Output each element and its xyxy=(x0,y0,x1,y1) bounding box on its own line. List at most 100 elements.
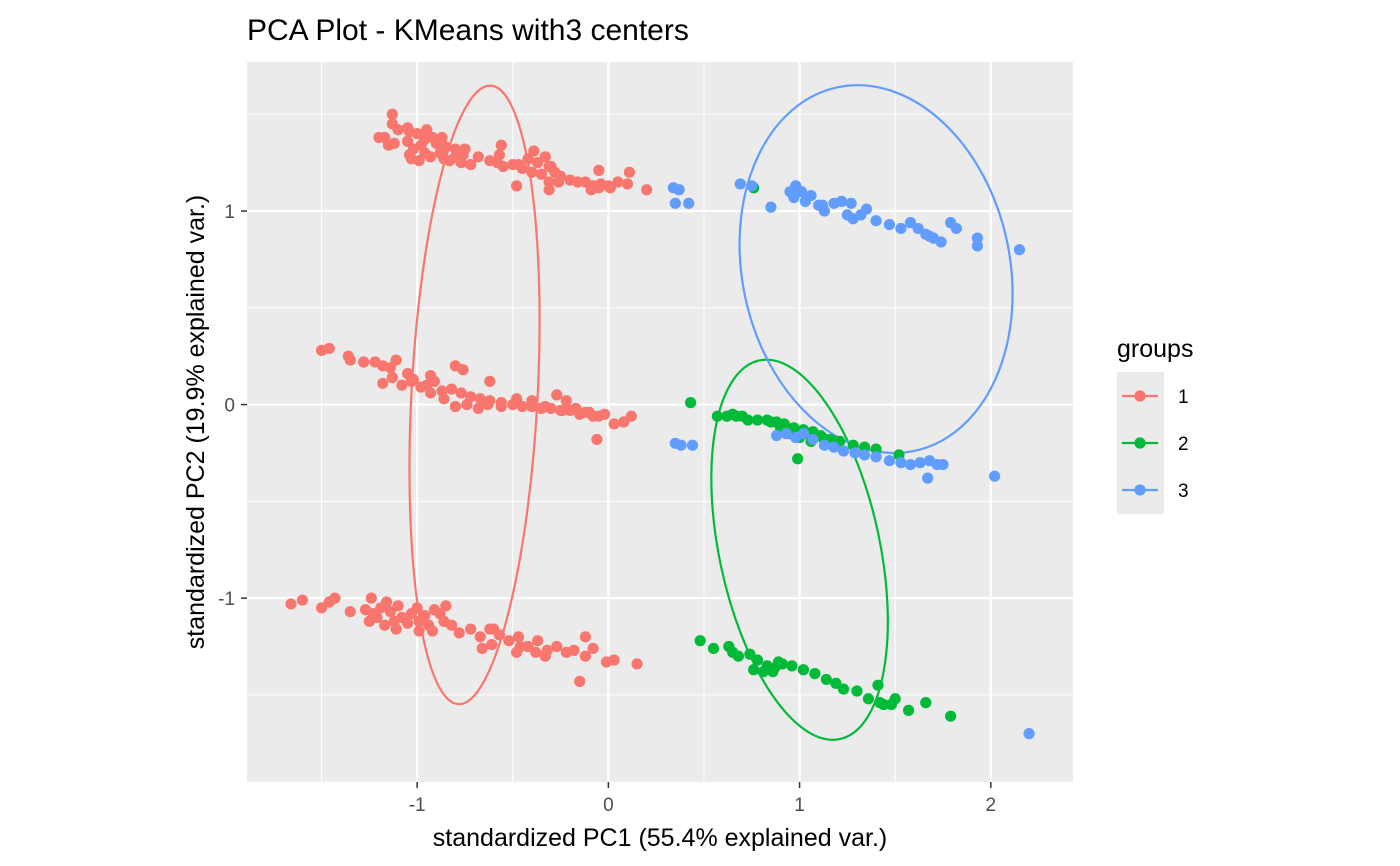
cluster-ellipses xyxy=(408,84,1014,741)
data-point-group-3 xyxy=(765,201,777,213)
data-point-group-3 xyxy=(989,470,1001,482)
data-point-group-3 xyxy=(870,451,882,463)
data-point-group-2 xyxy=(820,673,832,686)
data-point-group-3 xyxy=(675,439,687,451)
data-point-group-1 xyxy=(516,400,528,413)
data-point-group-1 xyxy=(497,160,509,173)
data-point-group-1 xyxy=(556,404,569,416)
data-point-group-1 xyxy=(482,398,494,411)
data-point-group-1 xyxy=(472,151,484,163)
data-point-group-1 xyxy=(522,153,534,165)
data-point-group-1 xyxy=(539,650,551,662)
data-point-group-1 xyxy=(384,362,397,374)
data-point-group-2 xyxy=(684,397,697,409)
legend-items: 1 2 3 xyxy=(1122,387,1189,502)
data-point-group-1 xyxy=(495,400,507,413)
data-point-group-1 xyxy=(424,387,437,399)
chart-title: PCA Plot - KMeans with3 centers xyxy=(247,14,689,47)
data-point-group-2 xyxy=(830,677,842,689)
data-point-group-2 xyxy=(837,683,850,695)
data-point-group-1 xyxy=(553,176,565,188)
data-point-group-1 xyxy=(598,408,611,420)
legend-label-1: 1 xyxy=(1178,387,1189,408)
data-point-group-3 xyxy=(895,222,907,235)
data-point-group-1 xyxy=(560,395,572,407)
data-point-group-1 xyxy=(532,635,544,647)
data-point-group-1 xyxy=(323,342,335,355)
data-point-group-1 xyxy=(445,383,458,395)
data-point-group-1 xyxy=(436,131,448,144)
data-point-group-1 xyxy=(608,418,620,430)
x-tick-label: 0 xyxy=(603,795,614,816)
data-point-group-1 xyxy=(641,184,653,196)
data-point-group-1 xyxy=(315,602,328,614)
data-point-group-1 xyxy=(384,606,397,618)
data-point-group-1 xyxy=(382,139,395,151)
legend-key-point-1 xyxy=(1134,390,1146,402)
data-point-group-1 xyxy=(405,375,418,387)
data-point-group-2 xyxy=(851,685,863,697)
data-point-group-1 xyxy=(568,644,580,656)
cluster-ellipse-2 xyxy=(710,358,889,741)
data-point-group-2 xyxy=(945,710,957,722)
data-point-group-1 xyxy=(551,389,563,401)
data-point-group-1 xyxy=(373,131,385,144)
data-point-group-1 xyxy=(285,598,297,610)
y-axis-title: standardized PC2 (19.9% explained var.) xyxy=(182,195,210,649)
cluster-ellipse-3 xyxy=(738,84,1014,455)
data-point-group-2 xyxy=(858,441,871,453)
data-point-group-1 xyxy=(424,151,437,163)
legend-label-2: 2 xyxy=(1178,434,1189,455)
data-point-group-1 xyxy=(455,387,467,399)
data-point-group-1 xyxy=(438,393,450,405)
data-point-group-1 xyxy=(413,625,425,637)
data-point-group-3 xyxy=(904,458,917,471)
data-point-group-2 xyxy=(862,693,875,705)
data-point-group-2 xyxy=(786,660,798,672)
data-point-group-1 xyxy=(593,164,605,176)
data-point-group-1 xyxy=(390,354,402,366)
data-point-group-1 xyxy=(434,608,446,620)
data-point-group-2 xyxy=(742,414,754,426)
data-point-group-1 xyxy=(503,635,515,647)
data-point-group-1 xyxy=(457,149,469,161)
data-point-group-1 xyxy=(612,176,624,188)
data-point-group-2 xyxy=(744,648,756,660)
cluster-ellipse-1 xyxy=(408,84,541,706)
data-point-group-1 xyxy=(532,157,544,169)
data-point-group-1 xyxy=(449,143,462,155)
data-point-group-3 xyxy=(870,215,882,227)
data-point-group-3 xyxy=(912,222,924,235)
y-tick-label: 0 xyxy=(224,396,235,417)
data-point-group-1 xyxy=(526,395,538,407)
data-point-group-2 xyxy=(797,664,810,676)
data-point-group-1 xyxy=(528,145,540,157)
data-point-group-2 xyxy=(870,443,882,455)
data-point-group-1 xyxy=(474,631,486,643)
data-point-group-1 xyxy=(530,646,542,658)
data-point-group-1 xyxy=(551,640,563,653)
data-point-group-2 xyxy=(902,704,915,716)
legend-label-3: 3 xyxy=(1178,481,1189,502)
data-point-group-2 xyxy=(751,414,764,426)
legend: groups 1 2 3 xyxy=(1117,335,1193,514)
data-point-group-2 xyxy=(694,635,706,647)
data-point-group-1 xyxy=(392,600,404,612)
data-point-group-3 xyxy=(669,197,681,209)
data-point-group-2 xyxy=(772,656,785,668)
data-point-group-1 xyxy=(621,178,634,190)
legend-key-point-2 xyxy=(1134,437,1146,449)
y-axis-ticks: -1 0 1 xyxy=(218,202,247,610)
data-point-group-2 xyxy=(878,698,890,711)
data-point-group-2 xyxy=(748,664,760,676)
data-point-group-1 xyxy=(591,433,603,446)
data-point-group-1 xyxy=(512,158,525,171)
data-point-group-3 xyxy=(845,197,857,209)
data-point-group-3 xyxy=(937,458,949,471)
data-point-group-3 xyxy=(935,236,947,248)
data-point-group-1 xyxy=(415,381,427,393)
data-point-group-3 xyxy=(837,445,850,457)
data-point-group-1 xyxy=(526,166,538,178)
data-point-group-1 xyxy=(419,133,431,146)
